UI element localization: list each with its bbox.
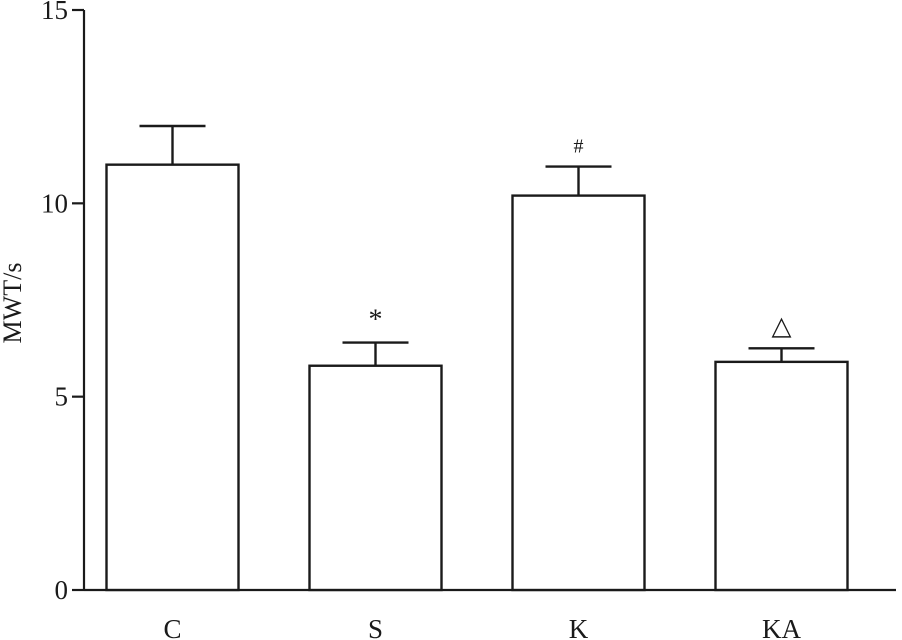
y-axis-label: MWT/s: [0, 263, 27, 344]
y-tick-label: 5: [55, 382, 69, 412]
x-tick-label-ka: KA: [762, 614, 801, 640]
y-tick-label: 15: [41, 0, 68, 25]
bar-s: [308, 364, 443, 592]
x-tick-labels: C S K KA: [163, 614, 801, 640]
bar-ka: [714, 360, 849, 592]
y-tick-label: 0: [55, 575, 69, 605]
y-tick-label: 10: [41, 188, 68, 218]
bar-c: [105, 163, 240, 592]
bars: [105, 163, 849, 592]
x-tick-label-c: C: [163, 614, 181, 640]
significance-marker-k: #: [574, 136, 584, 158]
significance-marker-s: *: [369, 305, 383, 336]
annotations: * # △: [369, 136, 792, 341]
error-bars: [139, 124, 815, 366]
bar-k: [511, 194, 646, 592]
significance-marker-ka: △: [772, 311, 792, 340]
x-tick-label-k: K: [569, 614, 589, 640]
y-ticks: 0 5 10 15: [41, 0, 84, 605]
x-tick-label-s: S: [368, 614, 383, 640]
